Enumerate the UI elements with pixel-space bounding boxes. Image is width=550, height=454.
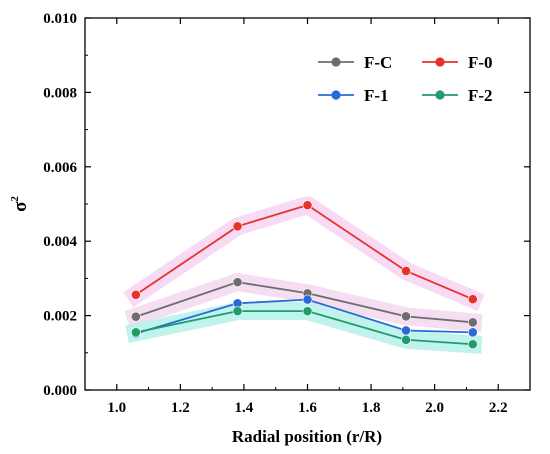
data-point	[302, 200, 313, 211]
y-tick-label: 0.006	[43, 160, 77, 176]
series-f-0	[130, 200, 478, 305]
y-tick-label: 0.000	[43, 383, 77, 399]
data-point	[401, 325, 411, 336]
y-tick-label: 0.002	[43, 309, 77, 325]
data-point	[467, 327, 478, 338]
x-tick-label: 2.2	[489, 400, 508, 416]
data-point	[467, 339, 478, 350]
data-point	[467, 294, 478, 305]
legend-item-f-1: F-1	[318, 86, 389, 105]
x-tick-label: 1.0	[107, 400, 126, 416]
legend-swatch-marker	[435, 90, 445, 100]
data-point	[401, 311, 411, 322]
y-tick-label: 0.008	[43, 85, 77, 101]
y-axis-label-superscript: 2	[9, 196, 21, 202]
data-point	[401, 266, 411, 276]
data-point	[130, 289, 141, 300]
legend-item-f-2: F-2	[422, 86, 493, 105]
legend-label: F-1	[364, 86, 389, 105]
y-tick-label: 0.004	[43, 234, 77, 250]
data-point	[467, 317, 478, 328]
x-tick-label: 1.8	[362, 400, 381, 416]
legend-item-f-c: F-C	[318, 53, 392, 72]
legend-swatch-marker	[435, 57, 445, 67]
legend-label: F-C	[364, 53, 392, 72]
series-f-2	[130, 306, 478, 350]
x-axis-label: Radial position (r/R)	[232, 427, 382, 446]
data-point	[302, 306, 313, 317]
x-tick-label: 1.2	[171, 400, 190, 416]
legend-swatch-marker	[331, 90, 341, 100]
legend: F-C F-0 F-1 F-2	[318, 53, 493, 105]
series-f-1	[130, 294, 478, 339]
legend-swatch-marker	[331, 57, 341, 67]
data-point	[232, 277, 243, 288]
data-point	[401, 334, 411, 345]
data-point	[232, 306, 243, 317]
legend-label: F-0	[468, 53, 493, 72]
legend-item-f-0: F-0	[422, 53, 493, 72]
x-axis: 1.0 1.2 1.4 1.6 1.8 2.0 2.2	[107, 18, 508, 416]
y-axis-label-main: σ	[10, 201, 31, 212]
x-tick-label: 1.4	[235, 400, 254, 416]
data-point	[130, 311, 141, 322]
x-tick-label: 1.6	[298, 400, 317, 416]
legend-label: F-2	[468, 86, 493, 105]
y-tick-label: 0.010	[43, 11, 77, 27]
y-axis-label: σ2	[9, 196, 31, 212]
data-point	[130, 327, 141, 338]
highlight-layer	[123, 196, 485, 354]
data-point	[232, 221, 243, 232]
x-tick-label: 2.0	[425, 400, 444, 416]
data-point	[302, 294, 313, 305]
series-layer	[130, 200, 478, 350]
y-axis: 0.000 0.002 0.004 0.006 0.008 0.010	[43, 11, 530, 399]
